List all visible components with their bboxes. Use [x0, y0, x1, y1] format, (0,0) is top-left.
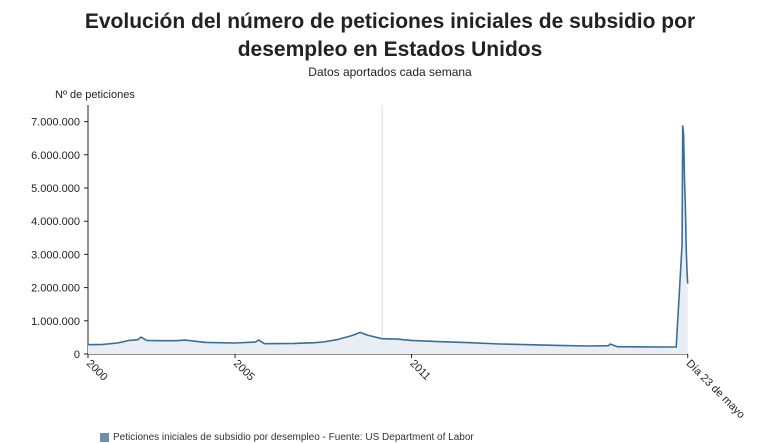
legend-swatch	[100, 432, 109, 442]
y-tick-label: 5.000.000	[31, 183, 80, 195]
y-tick-label: 2.000.000	[31, 283, 80, 295]
chart-footer: Peticiones iniciales de subsidio por des…	[100, 432, 700, 443]
legend-text: Peticiones iniciales de subsidio por des…	[113, 432, 474, 443]
y-tick-label: 1.000.000	[31, 316, 80, 328]
x-tick-label: Día 23 de mayo	[684, 358, 747, 421]
y-tick-label: 6.000.000	[31, 150, 80, 162]
y-tick-label: 7.000.000	[31, 117, 80, 129]
chart-title: Evolución del número de peticiones inici…	[0, 8, 780, 64]
y-tick-label: 0	[74, 349, 80, 361]
y-tick-label: 3.000.000	[31, 249, 80, 261]
x-tick-label: 2000	[84, 358, 110, 384]
chart-subtitle: Datos aportados cada semana	[308, 65, 472, 79]
chart-title-line-2: desempleo en Estados Unidos	[237, 38, 543, 61]
chart-title-line-1: Evolución del número de peticiones inici…	[84, 10, 696, 33]
series-line	[87, 125, 689, 348]
y-axis-label: Nº de peticiones	[55, 89, 135, 101]
y-tick-label: 4.000.000	[31, 216, 80, 228]
x-tick-label: 2005	[231, 358, 257, 384]
x-tick-label: 2011	[407, 358, 432, 383]
series-area	[88, 125, 688, 355]
